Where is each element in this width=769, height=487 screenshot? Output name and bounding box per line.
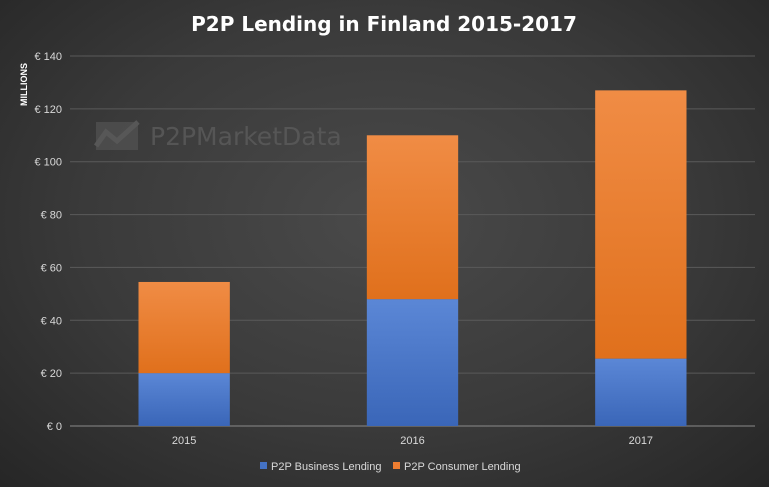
legend-swatch-business [260, 462, 267, 469]
y-tick-label: € 140 [34, 51, 62, 63]
y-axis-ticks: € 0 € 20 € 40 € 60 € 80 € 100 € 120 € 140 [34, 51, 62, 433]
bar-consumer-2015 [138, 281, 230, 374]
bars [138, 90, 687, 426]
y-tick-label: € 120 [34, 104, 62, 116]
legend-swatch-consumer [393, 462, 400, 469]
x-tick-label: 2015 [172, 435, 196, 447]
y-tick-label: € 20 [41, 368, 62, 380]
legend-label-business: P2P Business Lending [271, 461, 382, 473]
x-tick-label: 2017 [629, 435, 653, 447]
bar-business-2015 [138, 373, 230, 426]
chart-title: P2P Lending in Finland 2015-2017 [191, 12, 577, 36]
watermark: P2PMarketData [93, 120, 342, 151]
legend: P2P Business Lending P2P Consumer Lendin… [260, 461, 521, 473]
bar-consumer-2016 [366, 135, 459, 300]
bar-consumer-2017 [595, 90, 687, 359]
y-tick-label: € 0 [47, 421, 62, 433]
y-tick-label: € 100 [34, 157, 62, 169]
legend-item-business[interactable]: P2P Business Lending [260, 461, 382, 473]
y-tick-label: € 40 [41, 315, 62, 327]
watermark-logo-icon [93, 120, 140, 150]
y-tick-label: € 60 [41, 262, 62, 274]
y-axis-unit-label: MILLIONS [19, 63, 29, 106]
x-axis-ticks: 2015 2016 2017 [172, 435, 653, 447]
legend-item-consumer[interactable]: P2P Consumer Lending [393, 461, 521, 473]
bar-business-2017 [595, 358, 687, 426]
y-tick-label: € 80 [41, 210, 62, 222]
bar-business-2016 [366, 299, 459, 426]
watermark-text: P2PMarketData [150, 122, 342, 151]
x-tick-label: 2016 [400, 435, 424, 447]
legend-label-consumer: P2P Consumer Lending [404, 461, 521, 473]
